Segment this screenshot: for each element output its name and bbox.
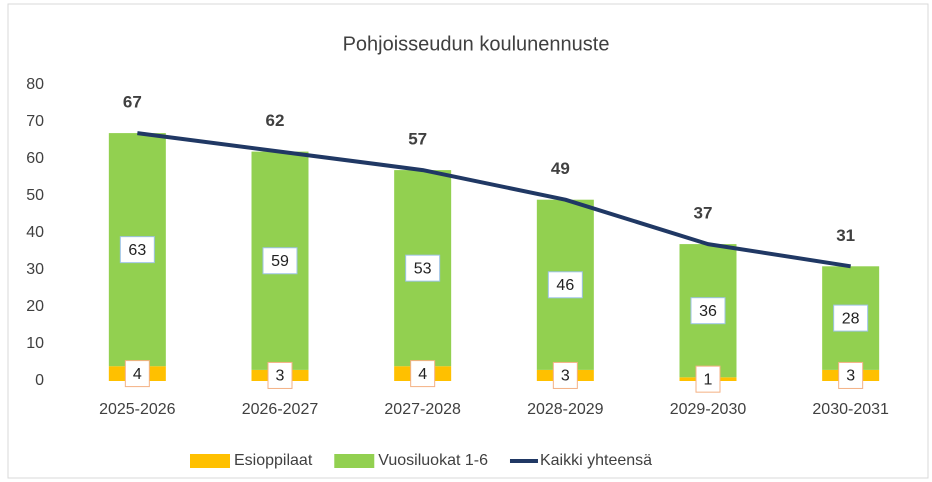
- data-label-box: [124, 360, 150, 388]
- x-tick-label: 2029-2030: [670, 401, 747, 418]
- data-label: 4: [133, 366, 142, 383]
- line-series: [137, 131, 851, 269]
- total-label: 67: [123, 93, 142, 112]
- legend-swatch: [334, 454, 375, 468]
- x-tick-label: 2028-2029: [527, 401, 604, 418]
- data-label-box: [547, 271, 583, 299]
- legend-swatch: [190, 454, 230, 468]
- legend-label: Esioppilaat: [234, 452, 313, 469]
- x-tick-label: 2025-2026: [99, 401, 176, 418]
- total-label: 57: [408, 130, 427, 149]
- total-label: 62: [266, 111, 285, 130]
- data-label: 3: [561, 368, 570, 385]
- y-tick-label: 50: [26, 187, 44, 204]
- data-label: 63: [128, 242, 146, 259]
- data-label-box: [267, 361, 293, 389]
- y-tick-label: 30: [26, 261, 44, 278]
- legend-label: Vuosiluokat 1-6: [378, 452, 488, 469]
- data-label-box: [405, 254, 441, 282]
- y-tick-label: 10: [26, 335, 44, 352]
- data-label: 59: [271, 253, 289, 270]
- y-tick-label: 70: [26, 113, 44, 130]
- total-label: 31: [836, 226, 855, 245]
- data-label: 46: [556, 277, 574, 294]
- data-label-box: [262, 247, 298, 275]
- data-label: 1: [704, 371, 713, 388]
- data-label-box: [833, 304, 869, 332]
- data-label-box: [690, 297, 726, 325]
- y-tick-label: 20: [26, 298, 44, 315]
- x-tick-label: 2026-2027: [242, 401, 319, 418]
- data-label-box: [552, 361, 578, 389]
- x-tick-label: 2027-2028: [384, 401, 461, 418]
- data-label: 36: [699, 303, 717, 320]
- x-tick-label: 2030-2031: [812, 401, 889, 418]
- data-label-box: [838, 361, 864, 389]
- chart-title: Pohjoisseudun koulunennuste: [343, 33, 610, 55]
- data-label: 28: [842, 310, 860, 327]
- legend-label: Kaikki yhteensä: [540, 452, 652, 469]
- data-label: 3: [276, 368, 285, 385]
- data-label-box: [695, 365, 721, 393]
- data-label-box: [119, 236, 155, 264]
- total-label: 49: [551, 159, 570, 178]
- y-tick-label: 40: [26, 224, 44, 241]
- data-label: 3: [846, 368, 855, 385]
- data-label-box: [410, 360, 436, 388]
- data-label: 4: [418, 366, 427, 383]
- y-tick-label: 60: [26, 150, 44, 167]
- data-label: 53: [414, 260, 432, 277]
- total-label: 37: [694, 204, 713, 223]
- y-tick-label: 0: [35, 372, 44, 389]
- y-tick-label: 80: [26, 76, 44, 93]
